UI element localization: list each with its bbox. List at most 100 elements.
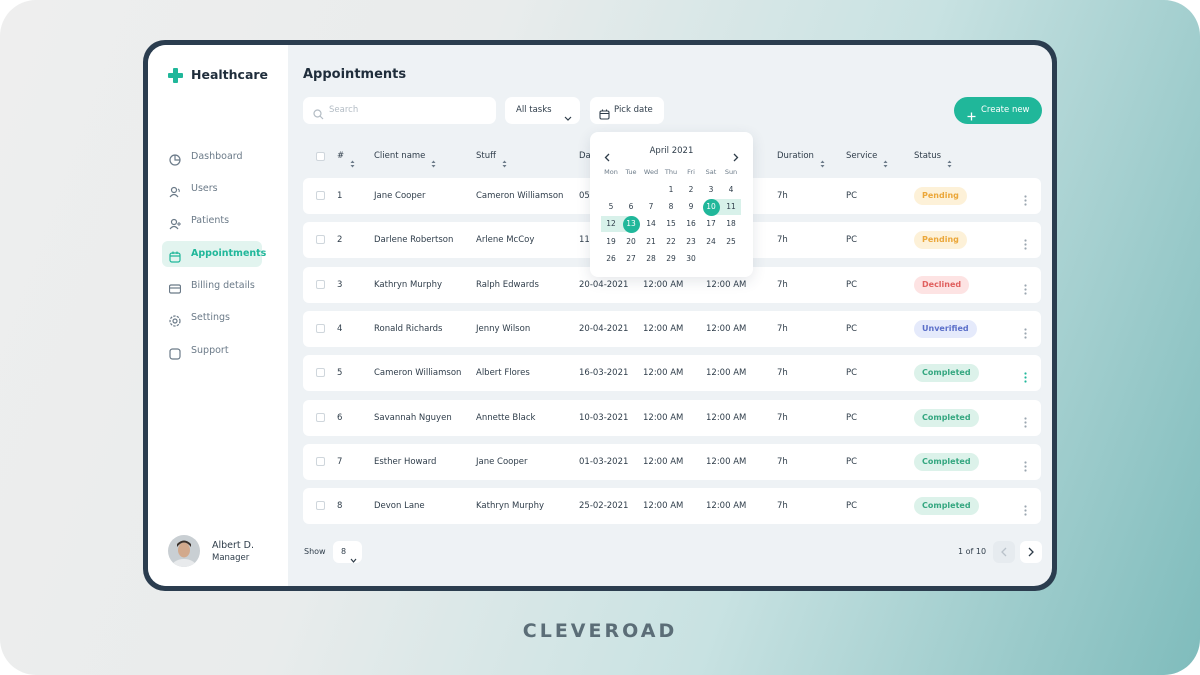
calendar-day[interactable]: 8 [668, 202, 674, 212]
table-cell: 7h [777, 456, 788, 467]
calendar-day[interactable]: 21 [646, 236, 656, 246]
prev-month[interactable] [604, 147, 610, 162]
calendar-day[interactable]: 27 [626, 253, 636, 263]
nav-item[interactable]: Patients [162, 208, 262, 234]
checkbox[interactable] [316, 191, 325, 200]
prev-page[interactable] [993, 541, 1015, 563]
calendar-day[interactable]: 10 [706, 202, 716, 212]
nav-item[interactable]: Billing details [162, 273, 262, 299]
table-cell: 05 [579, 191, 590, 201]
calendar-day[interactable]: 14 [646, 219, 656, 229]
status-badge: Unverified [914, 319, 977, 338]
table-cell: 2 [337, 235, 343, 246]
checkbox[interactable] [316, 152, 325, 161]
checkbox[interactable] [316, 235, 325, 245]
icon [169, 186, 180, 198]
status-badge: Completed [914, 452, 979, 471]
calendar-day[interactable]: 22 [666, 236, 676, 246]
calendar-day[interactable]: 29 [666, 253, 676, 263]
icon [1024, 283, 1027, 295]
nav-item[interactable]: Dashboard [162, 144, 262, 170]
icon [1024, 195, 1027, 206]
row-menu[interactable] [1023, 413, 1028, 428]
calendar-day[interactable]: 5 [608, 202, 614, 212]
table-cell: 7h [777, 323, 788, 334]
date-picker-button[interactable]: Pick date [590, 97, 664, 124]
row-menu[interactable] [1023, 191, 1028, 206]
table-cell: 12:00 AM [706, 279, 747, 290]
next-month[interactable] [733, 147, 739, 162]
nav-item[interactable]: Settings [162, 305, 262, 331]
table-cell: Jane Cooper [476, 456, 528, 467]
calendar-day[interactable]: 7 [648, 202, 654, 212]
table-cell: 7h [777, 279, 788, 290]
checkbox[interactable] [316, 412, 325, 422]
checkbox[interactable] [316, 323, 325, 333]
table-row: 4 Ronald Richards Jenny Wilson 20-04-2021 12… [303, 310, 1041, 347]
weekday-label: Tue [625, 168, 637, 176]
calendar-day[interactable]: 17 [706, 219, 716, 229]
search-placeholder: Search [329, 105, 359, 115]
checkbox[interactable] [316, 501, 325, 511]
calendar-day[interactable]: 15 [666, 219, 676, 229]
table-cell: Kathryn Murphy [374, 279, 442, 290]
table-cell: Savannah Nguyen [374, 412, 452, 423]
row-menu[interactable] [1023, 457, 1028, 472]
calendar-day[interactable]: 28 [646, 253, 656, 263]
nav-item[interactable]: Users [162, 176, 262, 202]
icon [1024, 328, 1027, 339]
calendar-day[interactable]: 30 [686, 253, 696, 263]
calendar-day[interactable]: 19 [606, 236, 616, 246]
table-cell: 7h [777, 191, 788, 201]
status-badge: Pending [914, 187, 967, 205]
column-header: Service [846, 151, 878, 161]
calendar-day[interactable]: 6 [628, 202, 634, 212]
calendar-day[interactable]: 4 [728, 185, 734, 194]
row-menu[interactable] [1023, 324, 1028, 339]
date-picker-label: Pick date [614, 105, 653, 115]
table-cell: Kathryn Murphy [476, 501, 544, 512]
sidebar [148, 45, 288, 586]
search-input[interactable]: Search [303, 97, 496, 124]
calendar-day[interactable]: 1 [668, 185, 674, 194]
column-header: Stuff [476, 151, 496, 161]
nav-label: Patients [191, 215, 230, 226]
calendar-day[interactable]: 12 [606, 219, 616, 229]
table-cell: 20-04-2021 [579, 323, 629, 334]
calendar-day[interactable]: 26 [606, 253, 616, 263]
row-menu[interactable] [1023, 368, 1028, 383]
icon [1024, 505, 1027, 516]
page-size-value: 8 [341, 547, 347, 556]
nav-label: Support [191, 345, 229, 356]
range-band [721, 199, 741, 216]
calendar-day[interactable]: 25 [726, 236, 736, 246]
calendar-day[interactable]: 24 [706, 236, 716, 246]
calendar-day[interactable]: 16 [686, 219, 696, 229]
checkbox[interactable] [316, 456, 325, 466]
page-size-select[interactable]: 8 [333, 541, 362, 563]
table-cell: PC [846, 412, 858, 423]
create-button[interactable]: Create new [954, 97, 1042, 124]
nav-icon [169, 215, 181, 230]
calendar-day[interactable]: 11 [726, 202, 736, 212]
calendar-day[interactable]: 23 [686, 236, 696, 246]
row-menu[interactable] [1023, 280, 1028, 295]
row-menu[interactable] [1023, 235, 1028, 250]
calendar-day[interactable]: 9 [688, 202, 694, 212]
nav-item[interactable]: Support [162, 338, 262, 364]
calendar-day[interactable]: 20 [626, 236, 636, 246]
calendar-day[interactable]: 2 [688, 185, 694, 194]
calendar-day[interactable]: 13 [626, 219, 636, 229]
calendar-day[interactable]: 18 [726, 219, 736, 229]
status-label: Completed [922, 456, 971, 466]
brand-name: Healthcare [191, 67, 269, 82]
calendar-day[interactable]: 3 [708, 185, 714, 194]
nav-item[interactable]: Appointments [162, 241, 266, 267]
checkbox[interactable] [316, 368, 325, 378]
row-menu[interactable] [1023, 501, 1028, 516]
checkbox[interactable] [316, 279, 325, 289]
next-page[interactable] [1020, 541, 1042, 563]
status-badge: Completed [914, 497, 979, 516]
icon [169, 218, 181, 230]
filter-dropdown[interactable]: All tasks [505, 97, 580, 124]
